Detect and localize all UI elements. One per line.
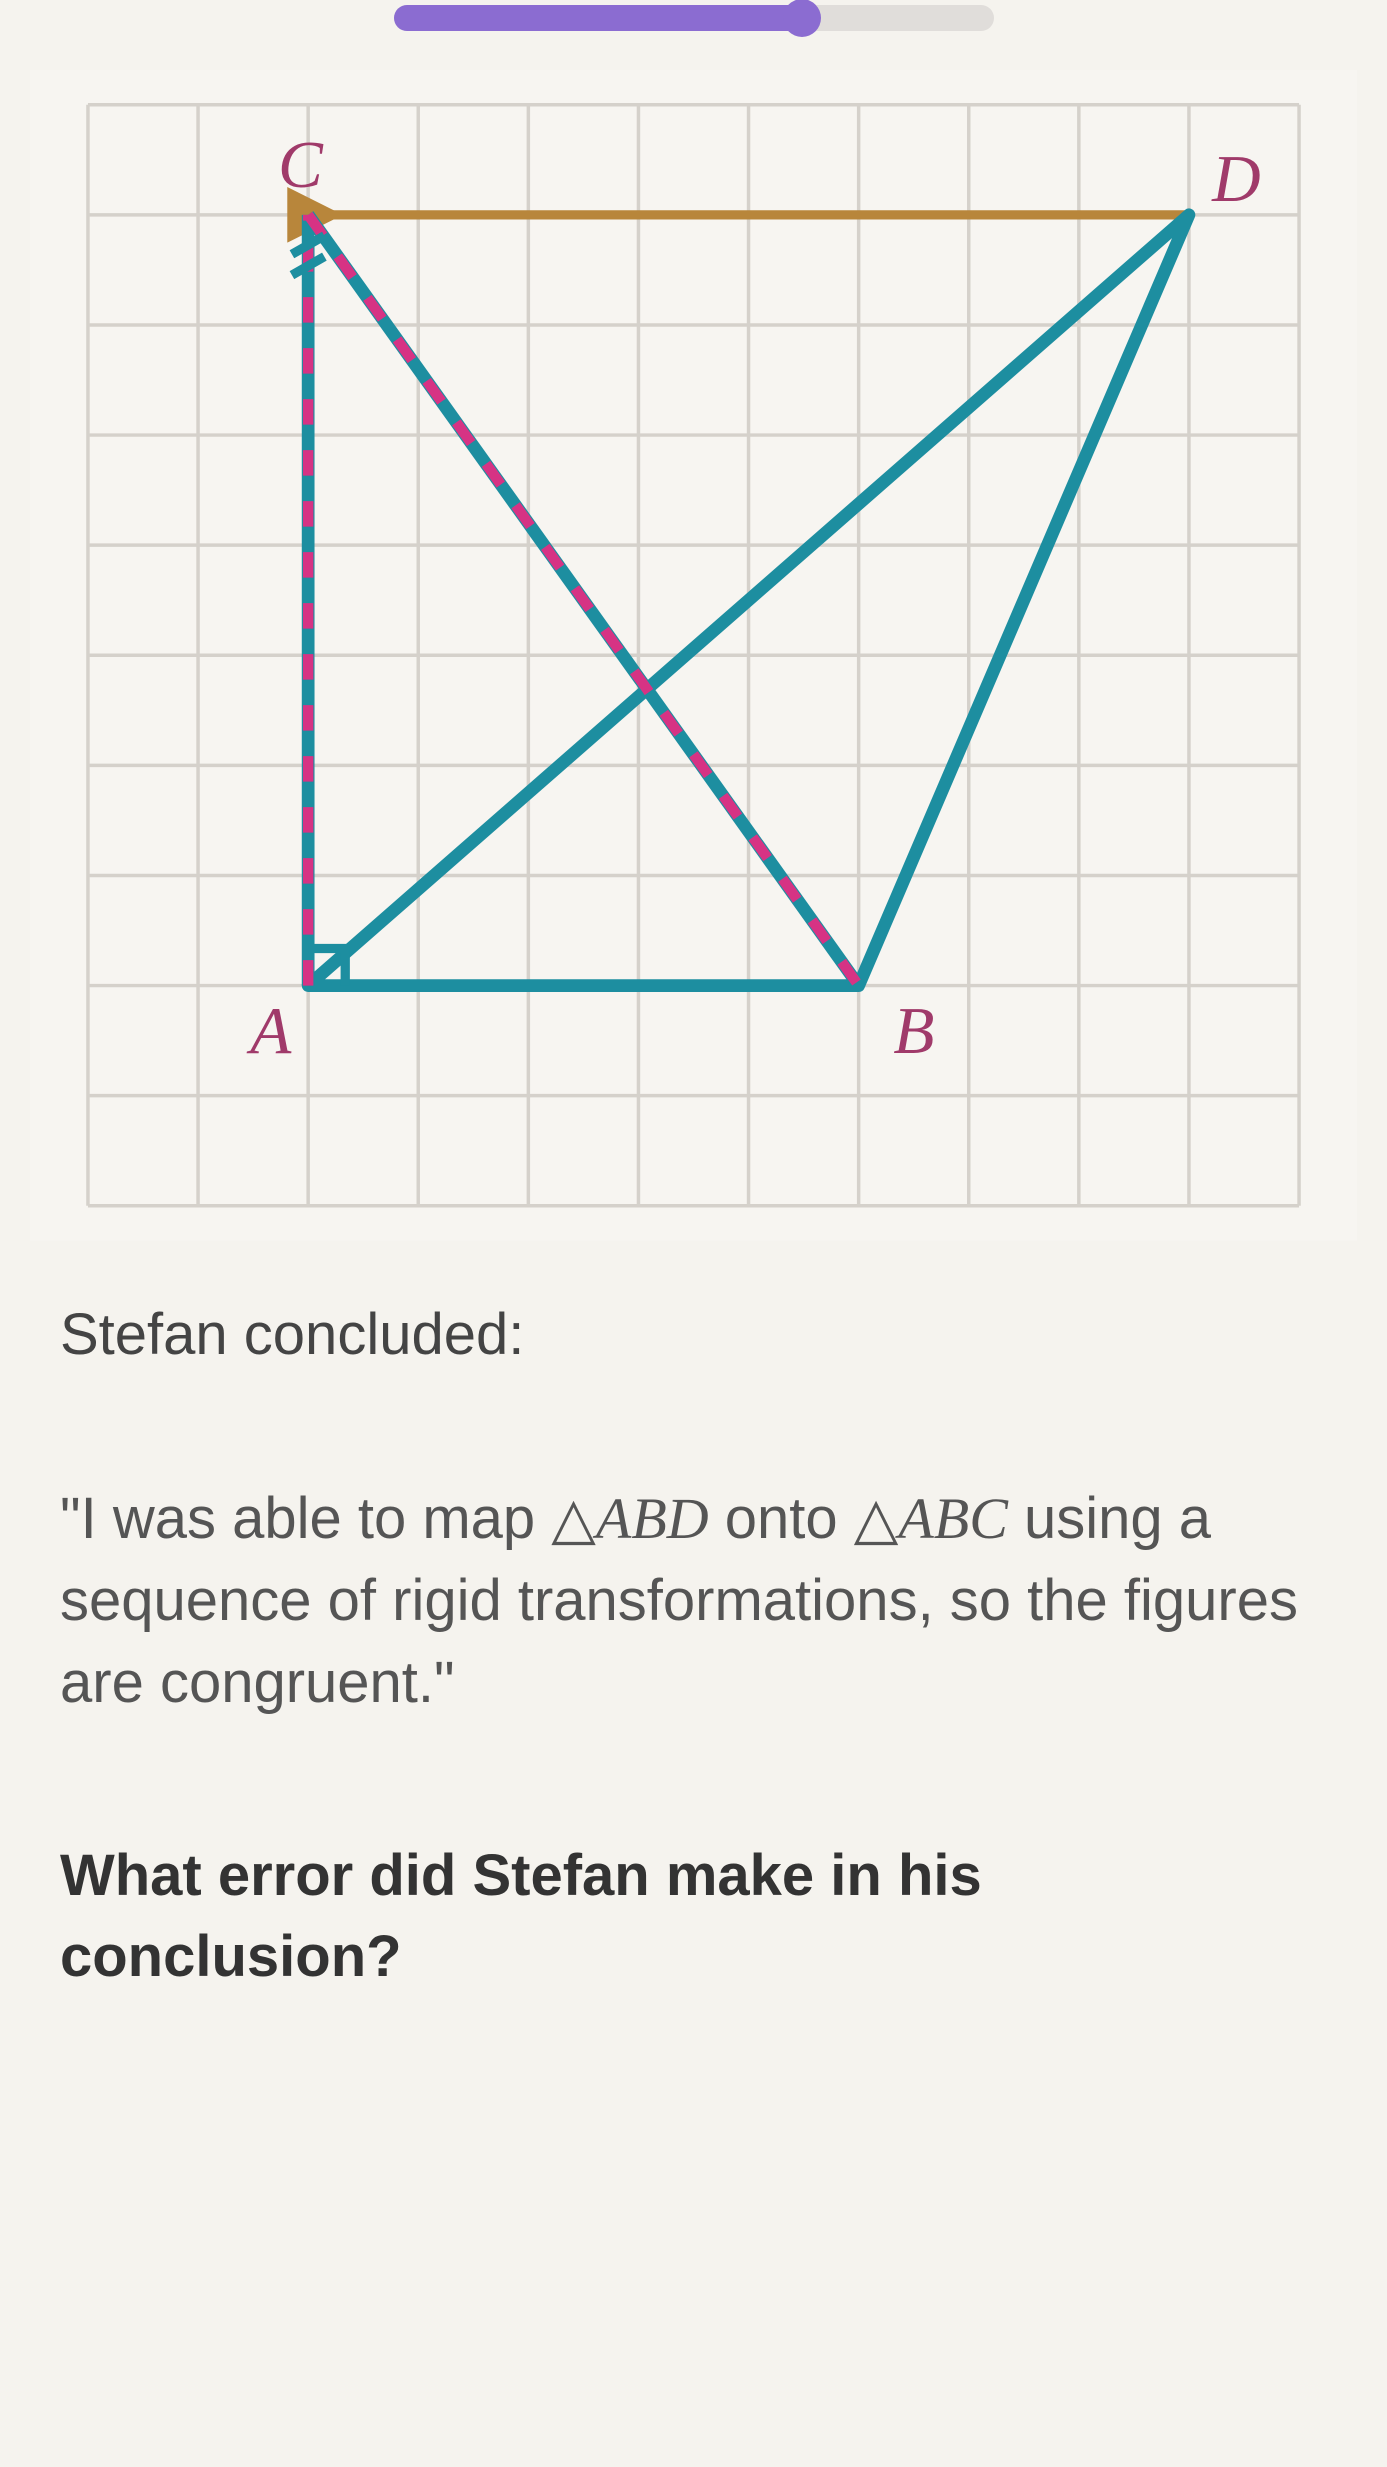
triangle-symbol: △ [551, 1486, 596, 1551]
quote-pre: "I was able to map [60, 1486, 551, 1551]
progress-fill [394, 5, 802, 31]
triangle1-label: ABD [596, 1486, 709, 1551]
progress-track [394, 5, 994, 31]
conclusion-label: Stefan concluded: [60, 1301, 1327, 1368]
diagram-svg: A B C D [30, 70, 1357, 1241]
triangle2-label: ABC [898, 1486, 1008, 1551]
quote-text: "I was able to map △ABD onto △ABC using … [60, 1478, 1327, 1725]
question-text: What error did Stefan make in his conclu… [60, 1835, 1327, 1997]
triangle-symbol: △ [854, 1486, 899, 1551]
svg-text:D: D [1211, 141, 1261, 216]
progress-bar[interactable] [0, 0, 1387, 60]
svg-text:C: C [278, 127, 324, 202]
geometry-diagram: A B C D [0, 60, 1387, 1281]
content-area: Stefan concluded: "I was able to map △AB… [0, 1281, 1387, 2037]
svg-text:B: B [893, 993, 934, 1068]
progress-thumb[interactable] [783, 0, 821, 37]
svg-text:A: A [246, 993, 292, 1068]
quote-mid: onto [709, 1486, 854, 1551]
